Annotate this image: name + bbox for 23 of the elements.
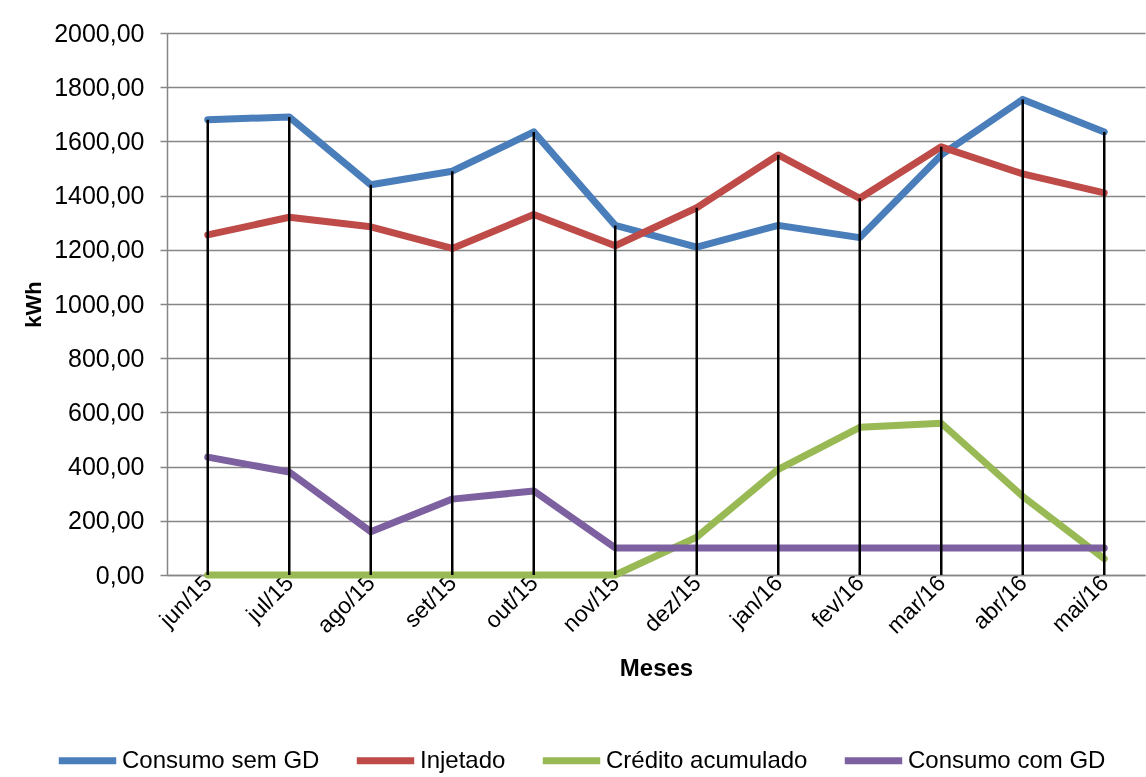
- x-axis-title: Meses: [619, 653, 694, 681]
- bar: [614, 225, 617, 575]
- y-tick-label: 400,00: [68, 452, 145, 481]
- y-tick-label: 200,00: [68, 506, 145, 535]
- legend-label: Crédito acumulado: [606, 745, 808, 773]
- bar: [1103, 131, 1106, 575]
- y-tick-label: 800,00: [68, 343, 145, 372]
- bar: [777, 154, 780, 575]
- y-tick-label: 2000,00: [54, 18, 145, 47]
- legend-label: Injetado: [420, 745, 506, 773]
- y-tick-label: 600,00: [68, 397, 145, 426]
- y-tick-label: 1600,00: [54, 126, 145, 155]
- y-tick-label: 0,00: [95, 560, 145, 589]
- bar: [288, 117, 291, 575]
- y-tick-label: 1400,00: [54, 181, 145, 210]
- legend-label: Consumo com GD: [908, 745, 1106, 773]
- y-tick-label: 1000,00: [54, 289, 145, 318]
- bar: [451, 171, 454, 575]
- bar: [940, 146, 943, 575]
- y-tick-label: 1800,00: [54, 72, 145, 101]
- y-tick-label: 1200,00: [54, 235, 145, 264]
- legend-label: Consumo sem GD: [122, 745, 320, 773]
- y-axis-title: kWh: [21, 281, 47, 328]
